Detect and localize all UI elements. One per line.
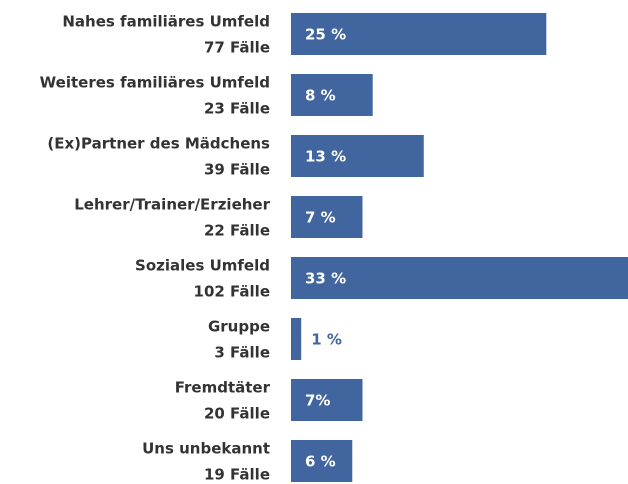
case-label: 3 Fälle [214, 344, 270, 362]
case-label: 39 Fälle [204, 161, 270, 179]
value-label: 7% [305, 392, 330, 410]
bar [291, 379, 363, 421]
category-label: Gruppe [208, 318, 270, 336]
case-label: 20 Fälle [204, 405, 270, 423]
bar [291, 74, 373, 116]
case-label: 19 Fälle [204, 466, 270, 484]
value-label: 6 % [305, 453, 336, 471]
value-label: 7 % [305, 209, 336, 227]
value-label: 8 % [305, 87, 336, 105]
bar [291, 440, 353, 482]
category-label: (Ex)Partner des Mädchens [47, 135, 270, 153]
case-label: 22 Fälle [204, 222, 270, 240]
case-label: 23 Fälle [204, 100, 270, 118]
bar [291, 196, 363, 238]
category-label: Fremdtäter [175, 379, 271, 397]
bar [291, 13, 547, 55]
bar [291, 135, 424, 177]
bar [291, 257, 628, 299]
value-label: 1 % [311, 331, 342, 349]
case-label: 77 Fälle [204, 39, 270, 57]
bar [291, 318, 302, 360]
category-label: Lehrer/Trainer/Erzieher [74, 196, 270, 214]
category-label: Nahes familiäres Umfeld [62, 13, 270, 31]
value-label: 33 % [305, 270, 346, 288]
value-label: 13 % [305, 148, 346, 166]
category-label: Soziales Umfeld [135, 257, 270, 275]
category-label: Uns unbekannt [142, 440, 270, 458]
category-label: Weiteres familiäres Umfeld [40, 74, 270, 92]
value-label: 25 % [305, 26, 346, 44]
case-label: 102 Fälle [194, 283, 270, 301]
